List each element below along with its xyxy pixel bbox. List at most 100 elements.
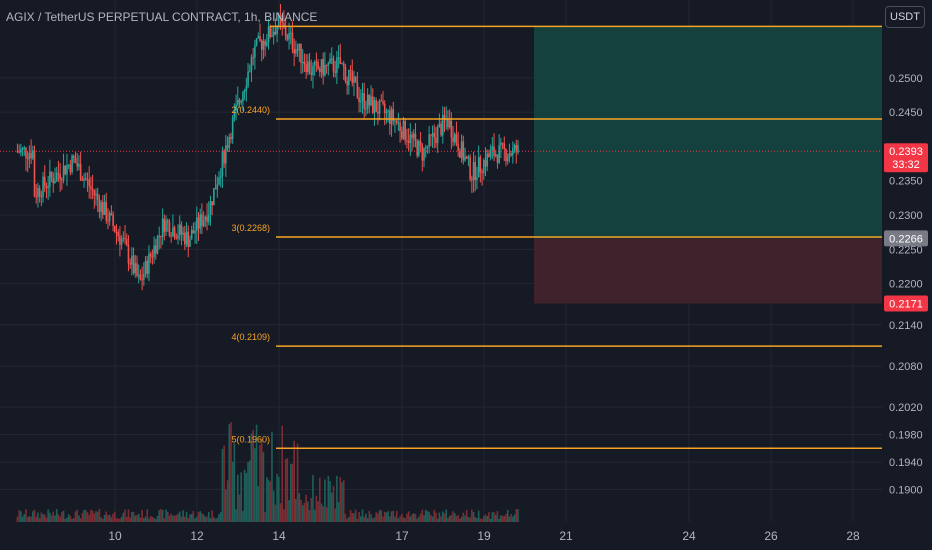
volume-bar <box>43 514 46 522</box>
volume-bar <box>341 482 343 522</box>
volume-bar <box>325 507 328 522</box>
candle-body <box>505 149 507 162</box>
candle-body <box>90 186 92 189</box>
volume-bar <box>407 511 410 522</box>
candle-body <box>402 120 405 139</box>
candle-body <box>476 177 478 181</box>
candle-body <box>513 145 516 149</box>
volume-bar <box>346 518 348 522</box>
candle-body <box>387 110 389 112</box>
volume-bar <box>257 486 260 522</box>
candle-body <box>394 120 396 122</box>
volume-bar <box>42 514 44 522</box>
volume-bar <box>95 511 97 522</box>
candle-body <box>272 31 275 36</box>
candle-body <box>93 190 96 196</box>
candle-body <box>206 216 208 222</box>
candle-body <box>477 157 480 178</box>
candle-body <box>346 81 348 86</box>
candle-body <box>139 274 142 280</box>
volume-bar <box>320 503 323 522</box>
candle-body <box>69 164 72 173</box>
candle-body <box>113 225 116 232</box>
volume-bar <box>436 518 439 522</box>
volume-bar <box>491 512 494 522</box>
volume-bar <box>455 516 458 522</box>
volume-bar <box>136 515 138 522</box>
volume-bar <box>272 490 275 522</box>
candle-body <box>330 58 333 60</box>
volume-bar <box>404 518 407 522</box>
volume-bar <box>479 518 482 522</box>
currency-button[interactable]: USDT <box>885 6 925 28</box>
volume-bar <box>291 463 294 522</box>
volume-bar <box>366 518 369 522</box>
candle-body <box>353 76 355 84</box>
candle-body <box>457 143 459 151</box>
candle-body <box>168 222 171 236</box>
candle-body <box>66 165 68 175</box>
volume-bar <box>21 516 24 522</box>
candle-body <box>163 218 166 232</box>
volume-bar <box>283 509 285 522</box>
volume-bar <box>117 518 120 522</box>
volume-bar <box>271 431 273 522</box>
volume-bar <box>72 517 75 522</box>
volume-bar <box>435 512 437 522</box>
volume-bar <box>37 512 39 522</box>
volume-bar <box>57 514 60 522</box>
candle-body <box>416 140 418 156</box>
candle-body <box>440 123 442 136</box>
candle-body <box>441 115 444 136</box>
volume-bar <box>373 517 376 522</box>
volume-bar <box>500 515 502 522</box>
volume-bar <box>371 518 374 522</box>
candle-body <box>247 71 249 87</box>
volume-bar <box>225 489 227 522</box>
volume-bar <box>510 514 512 522</box>
volume-bar <box>83 509 85 522</box>
candle-body <box>474 161 477 181</box>
volume-bar <box>303 502 306 522</box>
volume-bar <box>131 511 133 522</box>
candle-body <box>308 61 311 73</box>
volume-bar <box>214 518 217 522</box>
candle-body <box>47 186 49 189</box>
volume-bar <box>207 511 210 522</box>
volume-bar <box>305 494 307 522</box>
volume-bar <box>16 516 19 522</box>
volume-bar <box>93 513 96 522</box>
candle-body <box>187 231 190 247</box>
volume-bar <box>412 513 415 522</box>
candle-body <box>207 214 210 222</box>
candle-body <box>64 165 67 175</box>
current-price-tag-text: 33:32 <box>892 159 920 171</box>
volume-bar <box>107 515 109 522</box>
candle-body <box>501 142 504 144</box>
volume-bar <box>52 511 55 522</box>
candle-body <box>503 143 506 150</box>
volume-bar <box>71 518 73 522</box>
candle-body <box>146 260 149 274</box>
y-tick-label: 0.2450 <box>889 107 923 119</box>
volume-bar <box>359 516 362 522</box>
volume-bar <box>154 518 157 522</box>
volume-bar <box>185 511 188 522</box>
volume-bar <box>375 512 377 522</box>
axis-background <box>882 0 932 550</box>
candle-body <box>67 164 70 166</box>
volume-bar <box>134 515 137 522</box>
volume-bar <box>204 516 207 522</box>
volume-bar <box>248 460 251 522</box>
candle-body <box>91 188 94 191</box>
volume-bar <box>206 516 208 522</box>
y-tick-label: 0.2140 <box>889 320 923 332</box>
volume-bar <box>264 512 266 522</box>
volume-bar <box>49 512 51 522</box>
volume-bar <box>47 509 49 522</box>
candle-body <box>375 100 377 113</box>
volume-bar <box>365 513 367 522</box>
candle-body <box>23 147 26 149</box>
